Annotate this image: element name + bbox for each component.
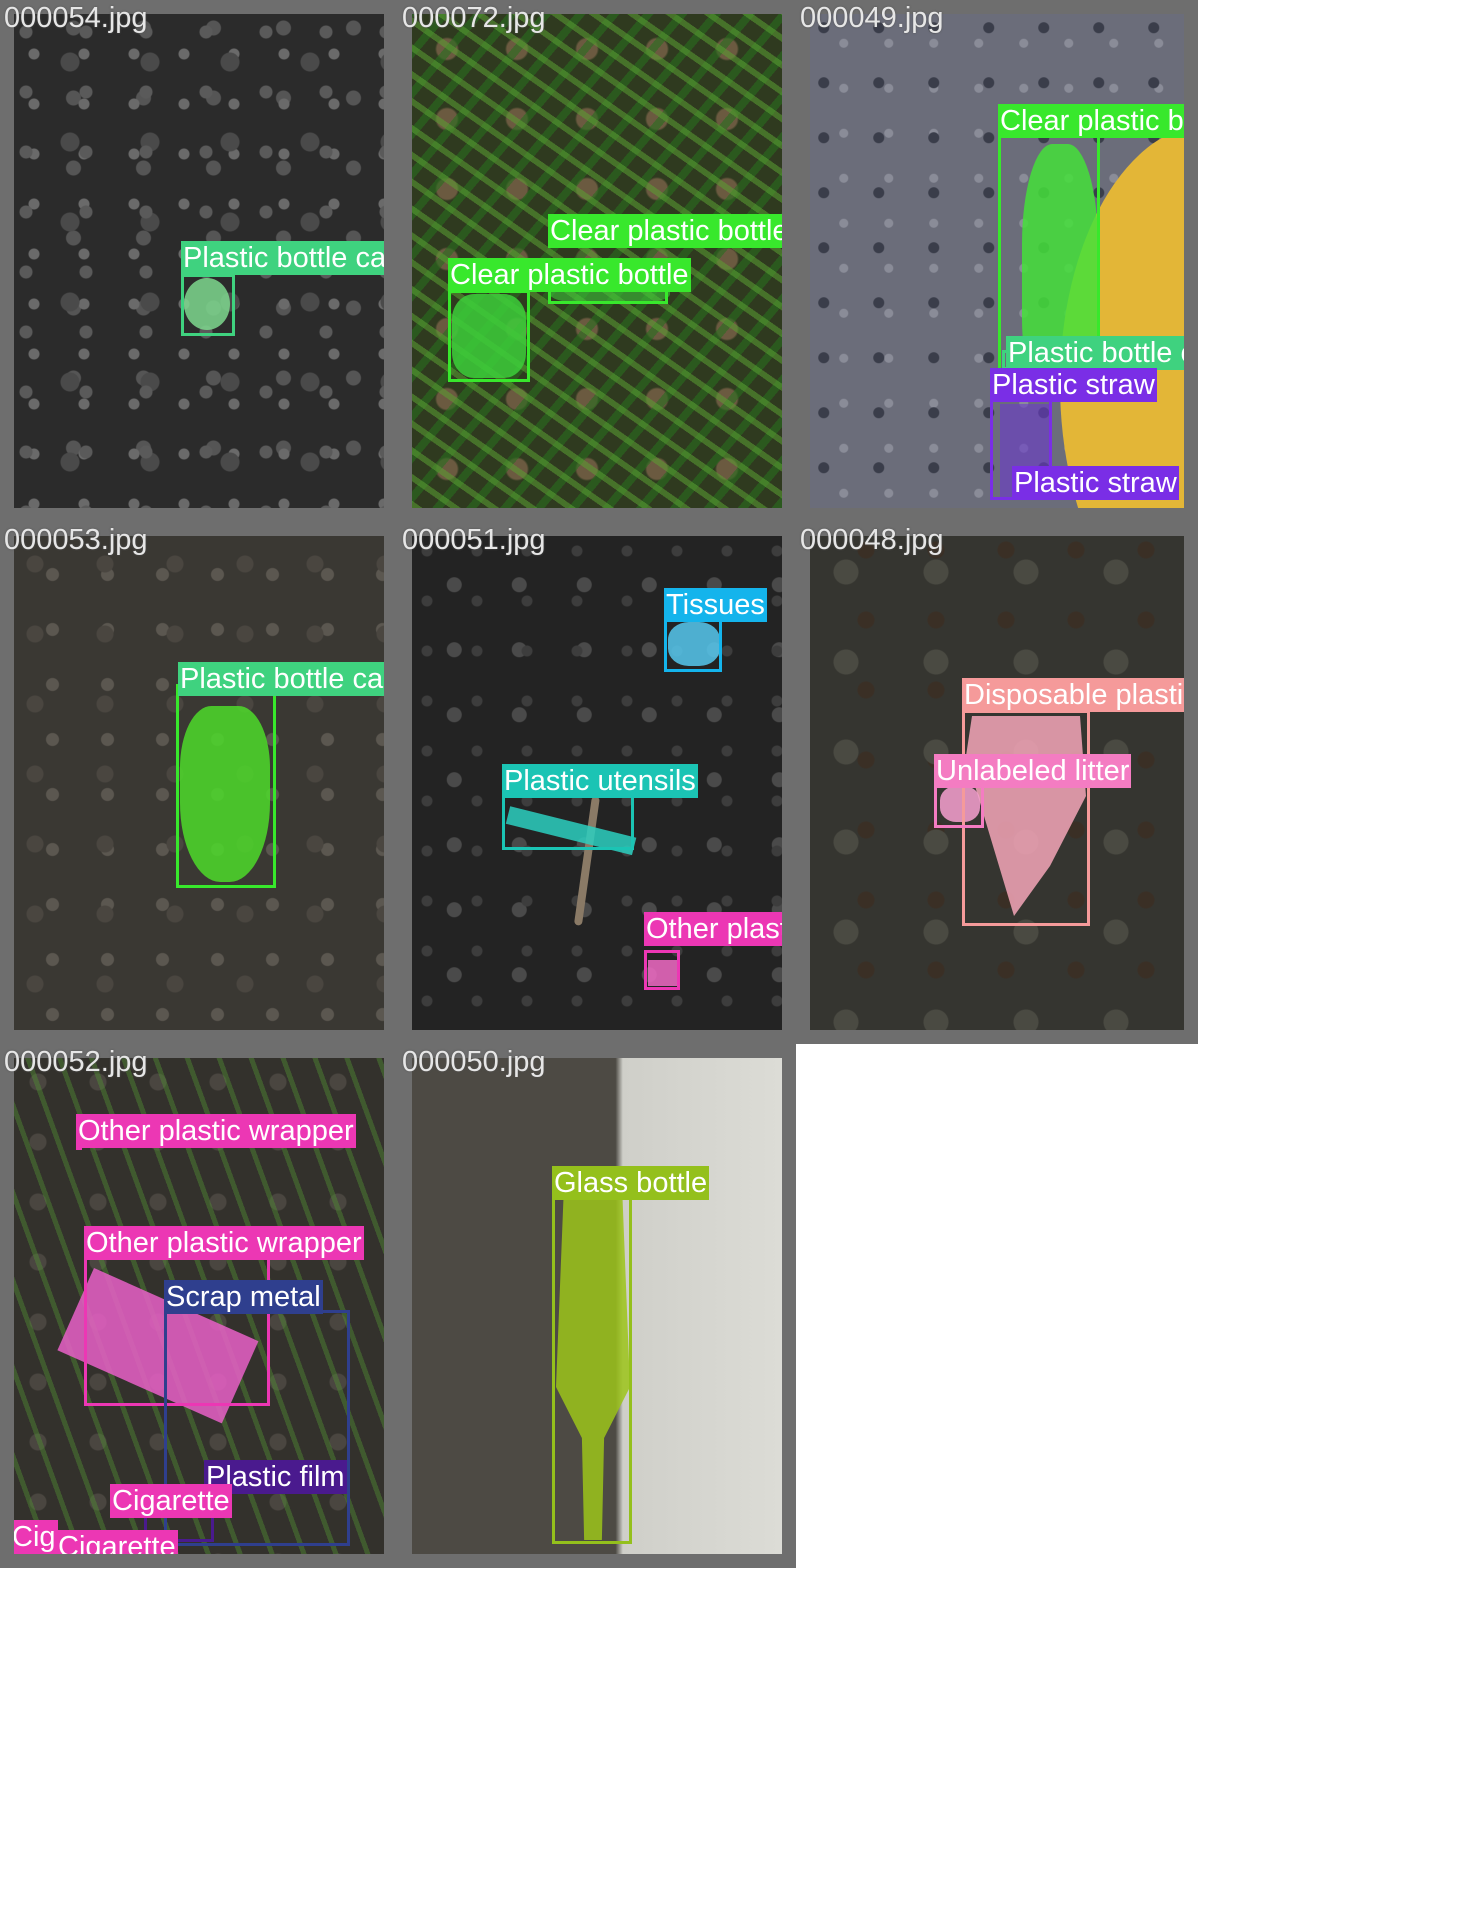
- filename-label: 000052.jpg: [4, 1046, 148, 1078]
- photo-asphalt: Plastic bottle cap: [14, 14, 384, 508]
- label-clear-plastic-bottle-2: Clear plastic bottle: [448, 258, 691, 292]
- bbox-plastic-utensils: [502, 794, 634, 850]
- photo-grass: Clear plastic bottle Clear plastic bottl…: [412, 14, 782, 508]
- label-plastic-straw-2: Plastic straw: [1012, 466, 1179, 500]
- filename-label: 000049.jpg: [800, 2, 944, 34]
- label-cigarette-1: Cigarette: [110, 1484, 232, 1518]
- bbox-clear-plastic-bottle: [176, 684, 276, 888]
- bbox-tissues: [664, 616, 722, 672]
- label-cigarette-2: Cig: [14, 1520, 58, 1554]
- image-tile-000048: Disposable plastic c Unlabeled litter 00…: [796, 522, 1198, 1044]
- label-cigarette-3: Cigarette: [56, 1530, 178, 1554]
- bbox-plastic-bottle-cap: [181, 274, 235, 336]
- label-other-plastic-wrapper-1: Other plastic wrapper: [76, 1114, 356, 1148]
- filename-label: 000072.jpg: [402, 2, 546, 34]
- label-plastic-bottle-cap: Plastic bottle cap: [181, 241, 384, 275]
- label-other-plastic-wrapper: Other plastic wrapper: [644, 912, 782, 946]
- photo-curb: Glass bottle: [412, 1058, 782, 1554]
- image-tile-000054: Plastic bottle cap 000054.jpg: [0, 0, 398, 522]
- image-tile-000052: Other plastic wrapper Other plastic wrap…: [0, 1044, 398, 1568]
- bottle-mask: [180, 706, 270, 882]
- photo-dark-asphalt: Tissues Plastic utensils Other plastic w…: [412, 536, 782, 1030]
- label-plastic-bottle-cap: Plastic bottle cape: [178, 662, 384, 696]
- bbox-other-plastic-wrapper: [644, 950, 680, 990]
- label-other-plastic-wrapper-2: Other plastic wrapper: [84, 1226, 364, 1260]
- wrapper-mask: [648, 960, 678, 986]
- image-tile-000049: Clear plastic bott Plastic bottle ca Pla…: [796, 0, 1198, 522]
- bottle-mask: [452, 294, 526, 378]
- litter-mask: [940, 786, 980, 822]
- bottle-cap-mask: [184, 278, 230, 330]
- image-tile-000050: Glass bottle 000050.jpg: [398, 1044, 796, 1568]
- label-plastic-bottle-cap: Plastic bottle ca: [1006, 336, 1184, 370]
- label-glass-bottle: Glass bottle: [552, 1166, 710, 1200]
- filename-label: 000054.jpg: [4, 2, 148, 34]
- label-plastic-straw-1: Plastic straw: [990, 368, 1157, 402]
- label-clear-plastic-bottle-1: Clear plastic bottle: [548, 214, 782, 248]
- filename-label: 000050.jpg: [402, 1046, 546, 1078]
- label-clear-plastic-bottle: Clear plastic bott: [998, 104, 1184, 138]
- image-tile-000072: Clear plastic bottle Clear plastic bottl…: [398, 0, 796, 522]
- label-unlabeled-litter: Unlabeled litter: [934, 754, 1132, 788]
- label-plastic-utensils: Plastic utensils: [502, 764, 698, 798]
- tissue-mask: [668, 622, 720, 666]
- photo-dirt: Plastic bottle cape: [14, 536, 384, 1030]
- image-tile-000053: Plastic bottle cape 000053.jpg: [0, 522, 398, 1044]
- filename-label: 000051.jpg: [402, 524, 546, 556]
- label-tissues: Tissues: [664, 588, 767, 622]
- bbox-clear-plastic-bottle-2: [448, 290, 530, 382]
- label-scrap-metal: Scrap metal: [164, 1280, 323, 1314]
- filename-label: 000048.jpg: [800, 524, 944, 556]
- filename-label: 000053.jpg: [4, 524, 148, 556]
- photo-wet-ground: Disposable plastic c Unlabeled litter: [810, 536, 1184, 1030]
- photo-concrete: Clear plastic bott Plastic bottle ca Pla…: [810, 14, 1184, 508]
- image-tile-000051: Tissues Plastic utensils Other plastic w…: [398, 522, 796, 1044]
- label-disposable-plastic-cup: Disposable plastic c: [962, 678, 1184, 712]
- bbox-glass-bottle: [552, 1196, 632, 1544]
- photo-weedy-ground: Other plastic wrapper Other plastic wrap…: [14, 1058, 384, 1554]
